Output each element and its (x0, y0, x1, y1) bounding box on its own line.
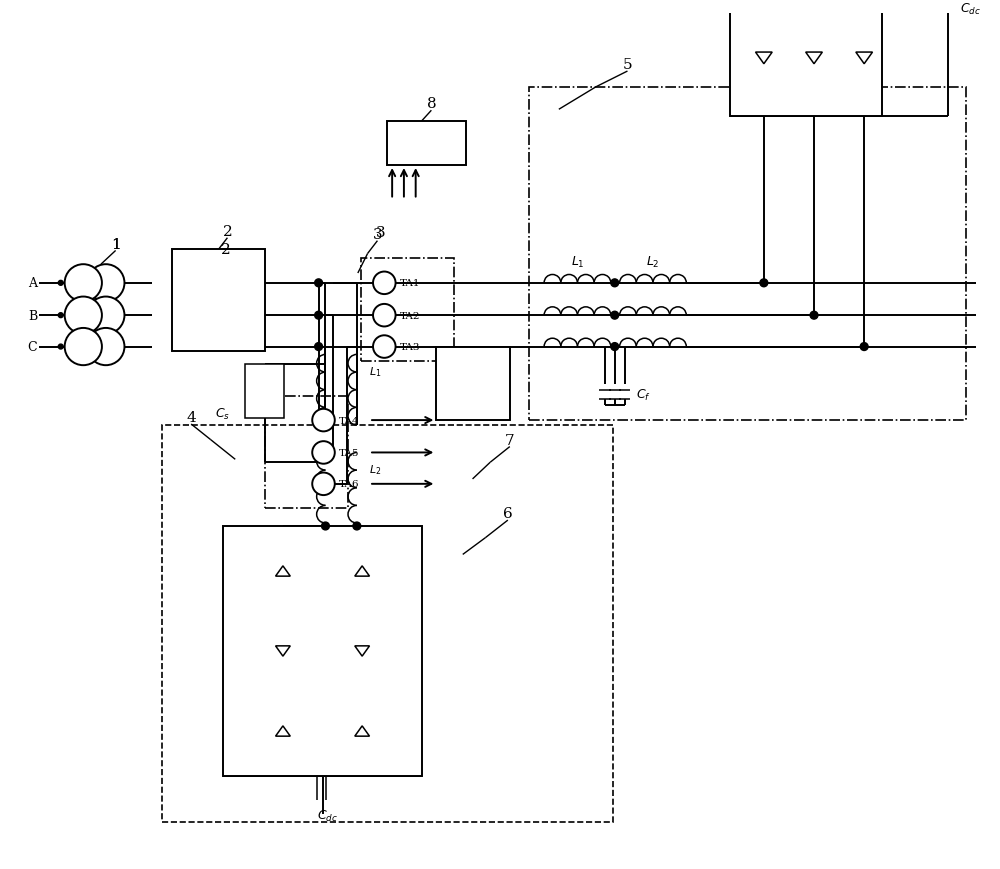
Circle shape (87, 297, 124, 335)
Circle shape (373, 304, 396, 327)
Text: $L_2$: $L_2$ (369, 462, 381, 476)
Text: 2: 2 (223, 224, 232, 239)
Bar (162, 426, 613, 822)
Bar (265, 396, 348, 508)
Text: $C_{dc}$: $C_{dc}$ (317, 808, 338, 824)
Text: 8: 8 (427, 97, 436, 111)
Circle shape (315, 312, 323, 320)
Text: B: B (28, 309, 37, 322)
Circle shape (65, 297, 102, 335)
Text: $L_2$: $L_2$ (646, 255, 660, 269)
Bar (223, 527, 422, 776)
Bar (730, 0, 882, 117)
Text: 4: 4 (186, 411, 196, 425)
Text: $L_1$: $L_1$ (571, 255, 584, 269)
Circle shape (312, 441, 335, 464)
Text: $L_1$: $L_1$ (369, 365, 381, 379)
Circle shape (315, 343, 323, 351)
Text: TA5: TA5 (339, 448, 360, 457)
Circle shape (312, 473, 335, 495)
Text: 2: 2 (221, 242, 230, 256)
Bar (529, 88, 966, 421)
Circle shape (322, 522, 329, 530)
Bar (361, 259, 454, 362)
Text: C: C (28, 341, 37, 354)
Text: 3: 3 (376, 226, 385, 240)
Text: $C_{dc}$: $C_{dc}$ (960, 2, 981, 17)
Text: TA2: TA2 (400, 311, 420, 321)
Text: 3: 3 (373, 228, 382, 242)
Bar (387, 122, 466, 166)
Circle shape (760, 280, 768, 288)
Circle shape (611, 312, 619, 320)
Circle shape (65, 265, 102, 302)
Bar (436, 347, 510, 421)
Circle shape (315, 280, 323, 288)
Circle shape (860, 343, 868, 351)
Bar (245, 365, 284, 419)
Text: TA1: TA1 (400, 279, 420, 288)
Circle shape (312, 409, 335, 432)
Text: $C_f$: $C_f$ (636, 388, 651, 402)
Circle shape (373, 272, 396, 295)
Circle shape (87, 265, 124, 302)
Circle shape (611, 280, 619, 288)
Text: 1: 1 (111, 237, 121, 251)
Text: 1: 1 (111, 237, 121, 251)
Circle shape (87, 328, 124, 366)
Text: $C_s$: $C_s$ (215, 406, 230, 421)
Circle shape (611, 343, 619, 351)
Text: TA3: TA3 (400, 342, 420, 352)
Circle shape (58, 281, 63, 286)
Text: 5: 5 (623, 58, 632, 72)
Text: TA4: TA4 (339, 416, 360, 425)
Text: A: A (28, 277, 37, 290)
Circle shape (353, 522, 361, 530)
Text: 6: 6 (503, 507, 513, 521)
Circle shape (58, 345, 63, 349)
Text: 7: 7 (505, 434, 515, 448)
Circle shape (373, 336, 396, 358)
Bar (172, 249, 265, 352)
Circle shape (58, 314, 63, 318)
Circle shape (65, 328, 102, 366)
Circle shape (810, 312, 818, 320)
Text: TA6: TA6 (339, 480, 360, 488)
